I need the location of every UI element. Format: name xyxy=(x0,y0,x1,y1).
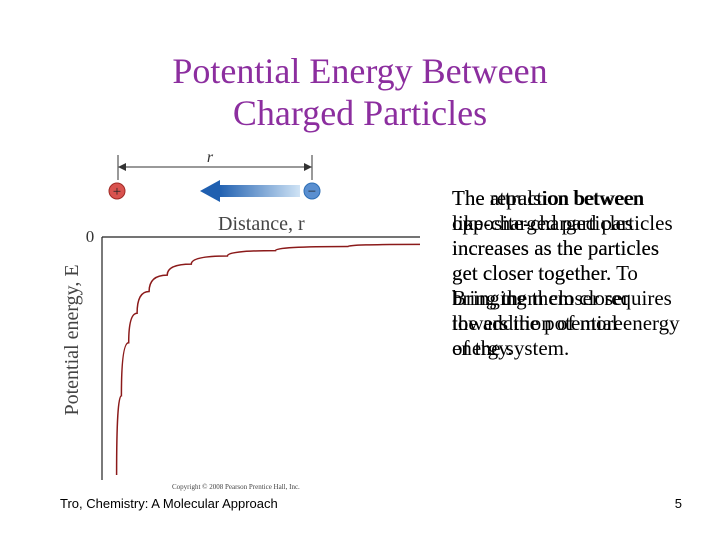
title-line-1: Potential Energy Between xyxy=(172,51,548,91)
footer-text: Tro, Chemistry: A Molecular Approach xyxy=(60,496,278,511)
minus-charge-circle xyxy=(303,182,321,200)
title-line-2: Charged Particles xyxy=(232,93,488,133)
motion-arrow-body xyxy=(218,185,300,197)
copyright-text: Copyright © 2008 Pearson Prentice Hall, … xyxy=(172,483,300,491)
energy-curve xyxy=(115,243,421,476)
zero-label: 0 xyxy=(86,227,95,246)
distance-arrow-head-right xyxy=(304,163,312,171)
motion-arrow-head xyxy=(200,180,220,202)
body-text-repulsion: The repulsion between like-charged parti… xyxy=(452,186,672,360)
slide-title: Potential Energy Between Charged Particl… xyxy=(60,50,660,134)
page-number: 5 xyxy=(674,496,682,511)
minus-charge-sign: − xyxy=(308,184,316,200)
potential-energy-figure: r + − 0 Distance, r Potential energy, E … xyxy=(61,150,421,491)
plus-charge-circle xyxy=(108,182,126,200)
plus-charge-sign: + xyxy=(113,184,121,200)
distance-symbol: r xyxy=(207,150,214,166)
body-text-attraction: The attraction between opposite-charged … xyxy=(452,186,680,360)
distance-arrow-head-left xyxy=(118,163,126,171)
x-axis-label: Distance, r xyxy=(218,213,305,235)
y-axis-label: Potential energy, E xyxy=(61,264,83,415)
